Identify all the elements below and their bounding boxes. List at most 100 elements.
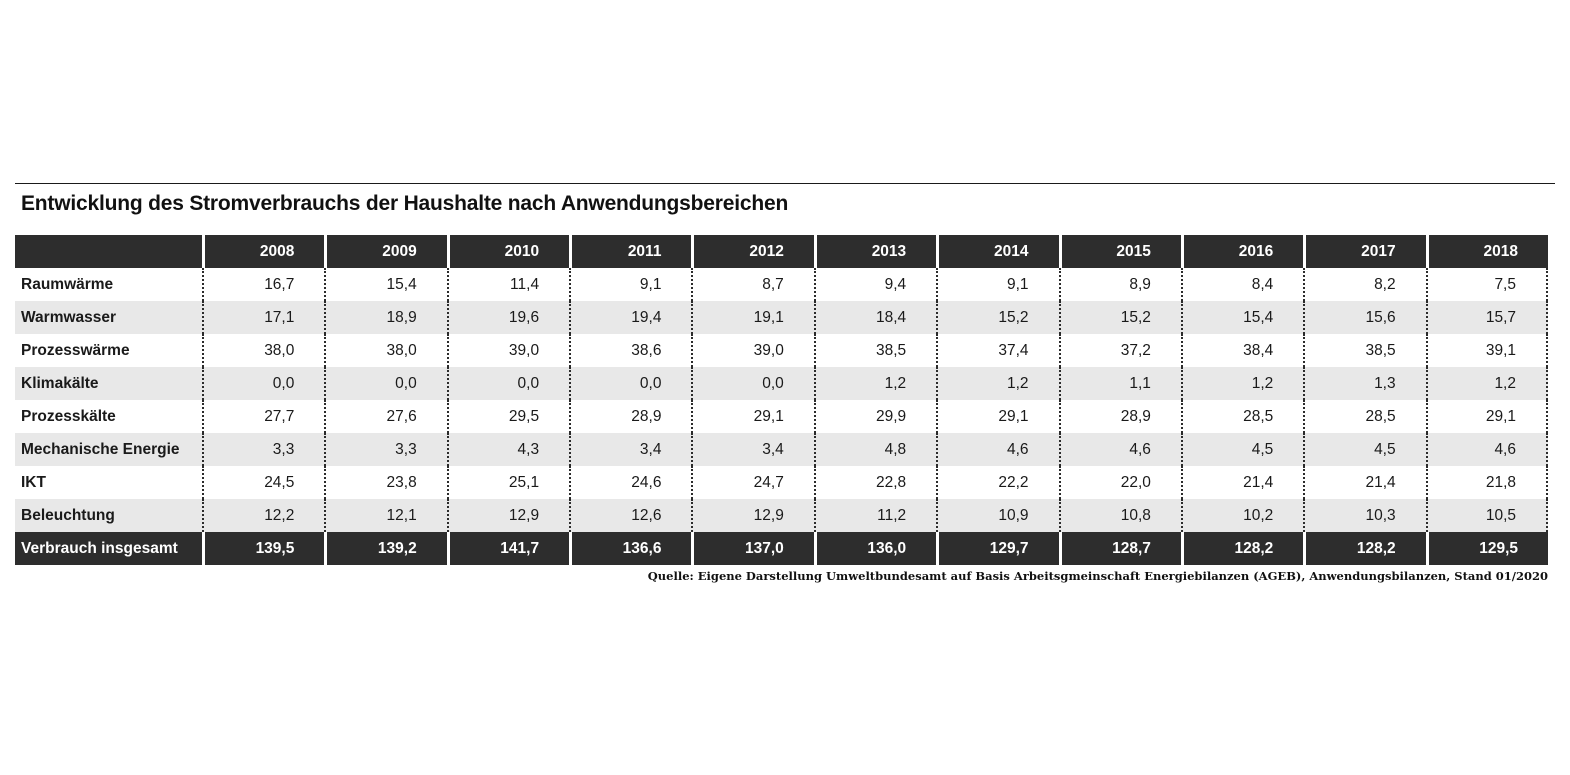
table-cell: 15,2 (936, 301, 1059, 334)
table-cell: 0,0 (446, 367, 570, 400)
table-cell: 1,3 (1303, 367, 1426, 400)
table-header-row: 2008 2009 2010 2011 2012 2013 2014 2015 … (15, 235, 1548, 268)
column-header-2017: 2017 (1303, 235, 1426, 268)
source-note: Quelle: Eigene Darstellung Umweltbundesa… (647, 569, 1548, 583)
table-cell: 9,1 (569, 268, 691, 301)
table-cell: 15,7 (1425, 301, 1548, 334)
total-cell: 136,0 (813, 532, 937, 565)
table-cell: 28,9 (1058, 400, 1181, 433)
table-cell: 4,6 (1425, 433, 1548, 466)
table-cell: 38,6 (569, 334, 691, 367)
table-cell: 39,0 (691, 334, 813, 367)
table-cell: 21,8 (1425, 466, 1548, 499)
table-cell: 3,4 (691, 433, 814, 466)
table-cell: 24,5 (202, 466, 324, 499)
table-cell: 25,1 (446, 466, 569, 499)
row-label: Prozesswärme (21, 341, 130, 359)
table-cell: 15,4 (1180, 301, 1304, 334)
table-cell: 18,9 (324, 301, 447, 334)
table-cell: 4,6 (1058, 433, 1181, 466)
row-label: Mechanische Energie (15, 433, 202, 466)
row-label: IKT (21, 473, 46, 491)
column-header-2013: 2013 (813, 235, 937, 268)
chart-title: Entwicklung des Stromverbrauchs der Haus… (21, 192, 789, 215)
table-cell: 12,6 (569, 499, 692, 532)
column-header-2009: 2009 (324, 235, 447, 268)
table-cell: 0,0 (569, 367, 692, 400)
table-cell: 39,0 (446, 334, 569, 367)
table-cell: 19,6 (446, 301, 570, 334)
table-cell: 11,4 (446, 268, 569, 301)
table-row-warmwasser: Warmwasser 17,1 18,9 19,6 19,4 19,1 18,4… (15, 301, 1548, 334)
table-cell: 1,1 (1058, 367, 1181, 400)
total-cell: 137,0 (691, 532, 814, 565)
table-row-prozesswaerme: Prozesswärme 38,0 38,0 39,0 38,6 39,0 38… (15, 334, 1548, 367)
table-cell: 17,1 (202, 301, 325, 334)
table-cell: 28,5 (1303, 400, 1425, 433)
table-cell: 39,1 (1425, 334, 1548, 367)
total-cell: 139,5 (202, 532, 325, 565)
table-cell: 38,0 (324, 334, 446, 367)
column-header-2016: 2016 (1180, 235, 1304, 268)
table-cell: 24,6 (569, 466, 691, 499)
column-header-2011: 2011 (569, 235, 692, 268)
table-cell: 23,8 (324, 466, 446, 499)
table-cell: 4,6 (936, 433, 1059, 466)
table-cell: 22,8 (813, 466, 936, 499)
table-cell: 10,8 (1058, 499, 1181, 532)
column-header-2015: 2015 (1058, 235, 1181, 268)
table-cell: 10,5 (1425, 499, 1548, 532)
table-cell: 19,4 (569, 301, 692, 334)
table-cell: 9,4 (813, 268, 936, 301)
total-cell: 139,2 (324, 532, 447, 565)
table-cell: 11,2 (813, 499, 937, 532)
table-cell: 1,2 (936, 367, 1059, 400)
total-cell: 128,7 (1058, 532, 1181, 565)
table-cell: 29,1 (1425, 400, 1548, 433)
table-cell: 1,2 (813, 367, 937, 400)
column-header-2008: 2008 (202, 235, 325, 268)
table-cell: 15,4 (324, 268, 446, 301)
column-header-2012: 2012 (691, 235, 814, 268)
table-cell: 29,1 (691, 400, 813, 433)
total-row-label: Verbrauch insgesamt (15, 532, 202, 565)
table-cell: 8,9 (1058, 268, 1181, 301)
table-cell: 12,9 (691, 499, 814, 532)
table-row-raumwaerme: Raumwärme 16,7 15,4 11,4 9,1 8,7 9,4 9,1… (15, 268, 1548, 301)
table-row-prozesskaelte: Prozesskälte 27,7 27,6 29,5 28,9 29,1 29… (15, 400, 1548, 433)
top-rule (15, 183, 1555, 184)
table-cell: 10,2 (1180, 499, 1304, 532)
total-cell: 129,7 (936, 532, 1059, 565)
column-header-2014: 2014 (936, 235, 1059, 268)
table-cell: 37,4 (936, 334, 1058, 367)
table-total-row: Verbrauch insgesamt 139,5 139,2 141,7 13… (15, 532, 1548, 565)
table-cell: 15,2 (1058, 301, 1181, 334)
table-row-mechanische-energie: Mechanische Energie 3,3 3,3 4,3 3,4 3,4 … (15, 433, 1548, 466)
table-cell: 21,4 (1303, 466, 1425, 499)
row-label: Warmwasser (15, 301, 202, 334)
table-cell: 18,4 (813, 301, 937, 334)
row-label: Klimakälte (15, 367, 202, 400)
table-cell: 28,5 (1180, 400, 1303, 433)
table-cell: 29,9 (813, 400, 936, 433)
total-cell: 129,5 (1425, 532, 1548, 565)
table-cell: 15,6 (1303, 301, 1426, 334)
table-cell: 12,9 (446, 499, 570, 532)
table-cell: 21,4 (1180, 466, 1303, 499)
table-cell: 38,0 (202, 334, 324, 367)
table-row-beleuchtung: Beleuchtung 12,2 12,1 12,9 12,6 12,9 11,… (15, 499, 1548, 532)
table-cell: 28,9 (569, 400, 691, 433)
header-corner-cell (15, 235, 202, 268)
total-cell: 136,6 (569, 532, 692, 565)
table-cell: 4,3 (446, 433, 570, 466)
table-cell: 10,9 (936, 499, 1059, 532)
table-cell: 4,5 (1303, 433, 1426, 466)
column-header-2010: 2010 (446, 235, 570, 268)
table-cell: 22,2 (936, 466, 1058, 499)
table-cell: 38,4 (1180, 334, 1303, 367)
table-cell: 12,2 (202, 499, 325, 532)
total-cell: 128,2 (1180, 532, 1304, 565)
table-cell: 27,7 (202, 400, 324, 433)
table-row-klimakaelte: Klimakälte 0,0 0,0 0,0 0,0 0,0 1,2 1,2 1… (15, 367, 1548, 400)
